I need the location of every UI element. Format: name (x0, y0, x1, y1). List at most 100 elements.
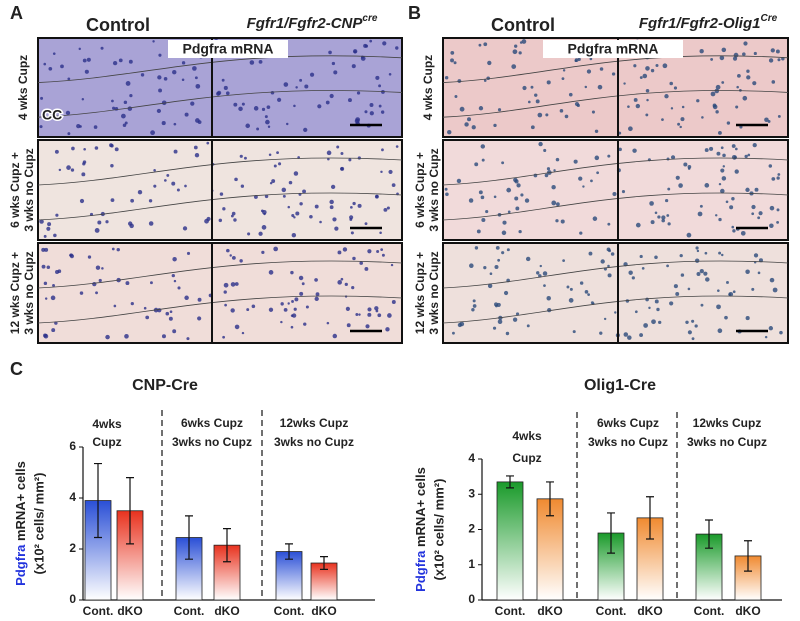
cell (611, 72, 616, 76)
cell (769, 205, 775, 211)
cell (377, 313, 382, 318)
cell (608, 249, 611, 253)
error-bar (744, 540, 752, 572)
cell (60, 64, 64, 69)
error-bar (546, 481, 554, 517)
cell (355, 117, 361, 122)
cell (298, 275, 304, 281)
cell (515, 206, 520, 211)
cell (591, 110, 595, 114)
cell (222, 207, 226, 211)
cell (381, 90, 385, 94)
cell (364, 267, 369, 271)
cell (334, 226, 339, 231)
cell (124, 121, 128, 125)
cell (359, 261, 363, 265)
cell (367, 307, 372, 312)
cell (186, 337, 190, 341)
cell (177, 286, 181, 290)
cell (309, 214, 313, 219)
cell (639, 76, 643, 79)
cell (481, 217, 486, 222)
cell (182, 226, 188, 231)
cell (514, 44, 518, 48)
cell (669, 301, 674, 306)
cell (43, 333, 49, 339)
cell (293, 307, 297, 311)
cell (290, 270, 294, 275)
cell (327, 157, 330, 161)
cell (471, 125, 476, 130)
y-label-text: mRNA+ cells (413, 467, 428, 547)
cell (216, 91, 221, 96)
cell (487, 60, 492, 66)
cell (546, 296, 551, 301)
cell (234, 324, 240, 330)
cell (39, 219, 44, 224)
cell (742, 95, 748, 101)
cell (223, 282, 229, 288)
cell (569, 287, 573, 291)
y-axis-label: Pdgfra mRNA+ cells (13, 461, 28, 586)
cell (696, 272, 701, 277)
cell (50, 295, 56, 301)
group-label: 6wks Cupz (597, 416, 659, 430)
cell (722, 153, 726, 158)
group-label: 4wks (512, 429, 542, 443)
cell (125, 281, 130, 286)
cell (450, 58, 454, 63)
cell (378, 104, 382, 108)
cell (573, 159, 578, 164)
cell (661, 218, 665, 223)
y-tick-label: 1 (468, 557, 475, 571)
cell (476, 229, 481, 234)
cell (779, 330, 783, 335)
cell (769, 223, 774, 228)
y-axis-label: Pdgfra mRNA+ cells (413, 467, 428, 592)
cell (731, 144, 736, 148)
cell (161, 334, 166, 339)
cell (607, 264, 610, 268)
cell (728, 293, 732, 296)
cell (729, 205, 734, 210)
tract-outline (37, 260, 403, 289)
x-tick-label: Cont. (694, 604, 725, 618)
cell (268, 307, 274, 312)
cell (478, 43, 482, 47)
cell (577, 57, 581, 62)
cell (280, 302, 284, 306)
row-label: 4 wks Cupz (421, 55, 435, 120)
cell (705, 277, 710, 282)
cell (551, 185, 556, 190)
cell (590, 301, 594, 305)
cell (176, 188, 180, 192)
cell (219, 192, 224, 196)
cell (331, 61, 336, 66)
cell (47, 222, 52, 227)
cell (293, 171, 299, 176)
cell (537, 112, 543, 118)
cell (390, 263, 394, 267)
cell (365, 324, 370, 329)
cell (721, 176, 727, 181)
cell (450, 51, 455, 55)
cell (732, 229, 736, 233)
cell (265, 119, 270, 125)
cell (735, 105, 739, 109)
tract-outline (442, 295, 789, 324)
cell (633, 64, 637, 68)
cell (367, 312, 372, 317)
cell (683, 162, 688, 167)
cell (743, 41, 748, 46)
cell (349, 218, 353, 221)
cell (280, 320, 283, 324)
cell (380, 110, 385, 114)
cell (694, 258, 700, 263)
cell (664, 94, 669, 99)
cell (735, 147, 738, 151)
cell (623, 82, 626, 85)
x-tick-label: Cont. (174, 604, 205, 618)
cell (472, 304, 477, 308)
cell (150, 281, 153, 285)
cell (747, 153, 751, 157)
